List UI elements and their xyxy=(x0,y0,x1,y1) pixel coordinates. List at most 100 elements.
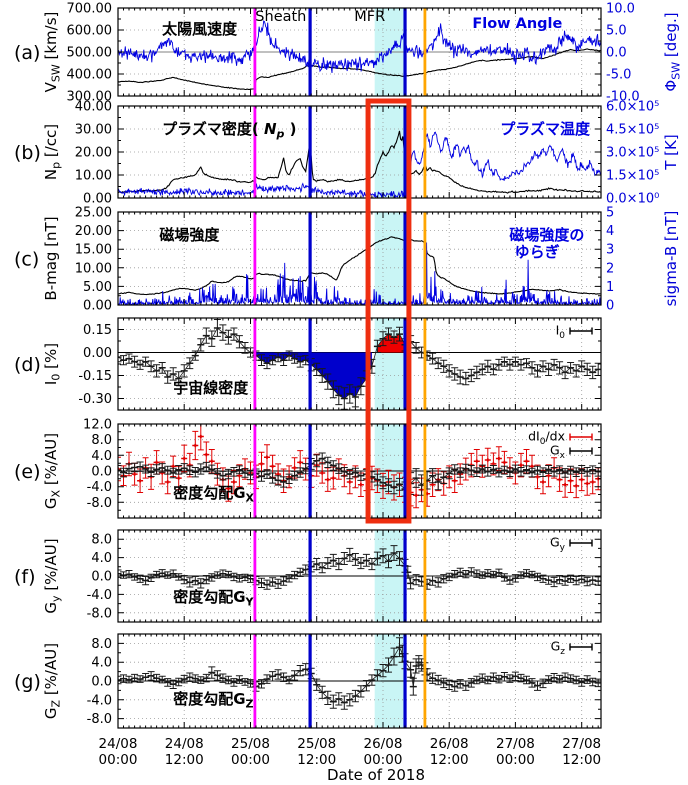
series-group-b xyxy=(118,130,601,198)
svg-text:1: 1 xyxy=(606,280,614,295)
svg-text:0.00: 0.00 xyxy=(83,346,112,361)
series-solar-wind-speed-line xyxy=(118,48,601,91)
series-group-f xyxy=(118,545,601,590)
svg-text:-0.15: -0.15 xyxy=(78,369,112,384)
svg-text:Gy: Gy xyxy=(550,535,566,554)
svg-text:-0.30: -0.30 xyxy=(78,392,112,407)
panel-e: 12.08.04.00.0-4.0-8.0 GX [%/AU](e) 密度勾配GX d… xyxy=(14,418,602,519)
svg-text:0.00: 0.00 xyxy=(83,192,112,207)
tick-labels-g: 8.0 4.0 0.0 -4.0 -8.0 xyxy=(87,637,112,727)
svg-text:00:00: 00:00 xyxy=(231,752,270,768)
svg-text:10.0: 10.0 xyxy=(606,2,635,17)
panel-c: 25.00 20.00 15.00 10.00 5.00 0.00 5 4 3 2 1 0 B-mag … xyxy=(14,206,680,314)
svg-text:0.0: 0.0 xyxy=(606,46,627,61)
svg-text:太陽風速度: 太陽風速度 xyxy=(162,20,238,38)
svg-text:5.0: 5.0 xyxy=(606,24,627,39)
svg-text:24/08: 24/08 xyxy=(165,736,204,752)
svg-text:10.00: 10.00 xyxy=(75,169,112,184)
svg-text:-4.0: -4.0 xyxy=(87,588,112,603)
svg-text:24/08: 24/08 xyxy=(99,736,138,752)
series-b-magnitude-line xyxy=(118,236,601,296)
svg-text:プラズマ温度: プラズマ温度 xyxy=(500,120,591,138)
svg-text:0.0: 0.0 xyxy=(91,675,112,690)
svg-text:-4.0: -4.0 xyxy=(87,693,112,708)
svg-text:(d): (d) xyxy=(14,354,41,376)
svg-text:15.00: 15.00 xyxy=(75,243,112,258)
svg-text:12.0: 12.0 xyxy=(83,418,112,433)
legend-glyph xyxy=(569,433,593,441)
svg-text:3.0×10⁵: 3.0×10⁵ xyxy=(606,146,659,161)
svg-text:12:00: 12:00 xyxy=(430,752,469,768)
mfr-region-band xyxy=(374,212,406,305)
ticks-g xyxy=(117,633,601,729)
svg-text:0.00: 0.00 xyxy=(83,299,112,314)
svg-text:20.00: 20.00 xyxy=(75,224,112,239)
svg-text:25/08: 25/08 xyxy=(297,736,336,752)
svg-text:20.00: 20.00 xyxy=(75,146,112,161)
ticks-c xyxy=(117,211,601,306)
svg-text:10.00: 10.00 xyxy=(75,261,112,276)
svg-text:(b): (b) xyxy=(14,142,41,164)
legend-item-e-0: dI0/dx xyxy=(528,429,593,447)
svg-text:密度勾配GY: 密度勾配GY xyxy=(173,588,254,609)
series-cosmic-ray-density-markers xyxy=(118,327,601,400)
svg-text:-10.0: -10.0 xyxy=(606,90,640,105)
legend-glyph xyxy=(569,539,593,547)
svg-text:26/08: 26/08 xyxy=(430,736,469,752)
tick-labels-a: 700.00 600.00 500.00 400.00 300.00 10.0 5.0 0.0… xyxy=(67,2,640,105)
svg-text:-8.0: -8.0 xyxy=(87,712,112,727)
svg-text:25/08: 25/08 xyxy=(231,736,270,752)
svg-text:8.0: 8.0 xyxy=(91,637,112,652)
svg-text:Gy [%/AU]: Gy [%/AU] xyxy=(42,538,63,613)
svg-text:Np [/cc]: Np [/cc] xyxy=(42,124,63,180)
svg-text:(e): (e) xyxy=(14,461,41,483)
svg-text:12:00: 12:00 xyxy=(297,752,336,768)
panel-f: 8.0 4.0 0.0 -4.0 -8.0 Gy [%/AU] (f) 密度勾配GY Gy xyxy=(14,529,602,623)
legend-glyph xyxy=(569,447,593,455)
svg-text:12:00: 12:00 xyxy=(562,752,601,768)
svg-text:-8.0: -8.0 xyxy=(87,496,112,511)
fill-negative-anomaly xyxy=(256,352,372,399)
svg-text:密度勾配GX: 密度勾配GX xyxy=(173,484,254,505)
series-gx-connector xyxy=(118,458,599,490)
svg-text:密度勾配GZ: 密度勾配GZ xyxy=(173,690,253,711)
x-axis-labels: 24/0800:0024/0812:0025/0800:0025/0812:00… xyxy=(99,736,602,768)
series-sigma-b-line xyxy=(118,242,601,305)
ticks-d xyxy=(117,317,601,411)
svg-text:00:00: 00:00 xyxy=(99,752,138,768)
svg-text:-8.0: -8.0 xyxy=(87,606,112,621)
mfr-region-band xyxy=(374,106,406,198)
series-group-a xyxy=(118,20,601,91)
svg-text:(a): (a) xyxy=(14,42,40,64)
svg-text:GX [%/AU]: GX [%/AU] xyxy=(42,433,63,509)
svg-text:30.00: 30.00 xyxy=(75,123,112,138)
legend-glyph xyxy=(569,643,593,651)
svg-text:500.00: 500.00 xyxy=(67,46,113,61)
panel-a: 700.00 600.00 500.00 400.00 300.00 10.0 5.0 0.0… xyxy=(14,2,683,105)
ticks-e xyxy=(117,423,601,519)
svg-text:5.00: 5.00 xyxy=(83,280,112,295)
svg-text:(c): (c) xyxy=(14,249,39,271)
svg-text:0.0: 0.0 xyxy=(91,570,112,585)
svg-text:GZ [%/AU]: GZ [%/AU] xyxy=(42,643,63,719)
svg-text:磁場強度の: 磁場強度の xyxy=(509,226,584,244)
svg-text:400.00: 400.00 xyxy=(67,68,113,83)
svg-text:B-mag [nT]: B-mag [nT] xyxy=(42,216,60,300)
svg-text:4: 4 xyxy=(606,224,614,239)
svg-text:sigma-B [nT]: sigma-B [nT] xyxy=(662,211,680,307)
x-axis-title: Date of 2018 xyxy=(326,766,426,784)
svg-text:8.0: 8.0 xyxy=(91,433,112,448)
panel-d: 0.15 0.00 -0.15 -0.30 I0 [%](d) 宇宙線密度 I0 xyxy=(14,317,602,411)
svg-text:26/08: 26/08 xyxy=(364,736,403,752)
svg-text:1.5×10⁵: 1.5×10⁵ xyxy=(606,169,659,184)
svg-text:T [K]: T [K] xyxy=(662,134,680,170)
panel-g: 8.0 4.0 0.0 -4.0 -8.0 GZ [%/AU](g) 密度勾配GZ Gz xyxy=(14,633,602,729)
svg-text:I0 [%]: I0 [%] xyxy=(42,343,63,385)
svg-text:0: 0 xyxy=(606,299,614,314)
series-flow-angle-line xyxy=(118,20,601,74)
svg-text:Gx: Gx xyxy=(550,443,566,462)
svg-text:ΦSW [deg.]: ΦSW [deg.] xyxy=(662,12,683,91)
svg-text:4.5×10⁵: 4.5×10⁵ xyxy=(606,123,659,138)
svg-text:磁場強度: 磁場強度 xyxy=(159,226,220,244)
